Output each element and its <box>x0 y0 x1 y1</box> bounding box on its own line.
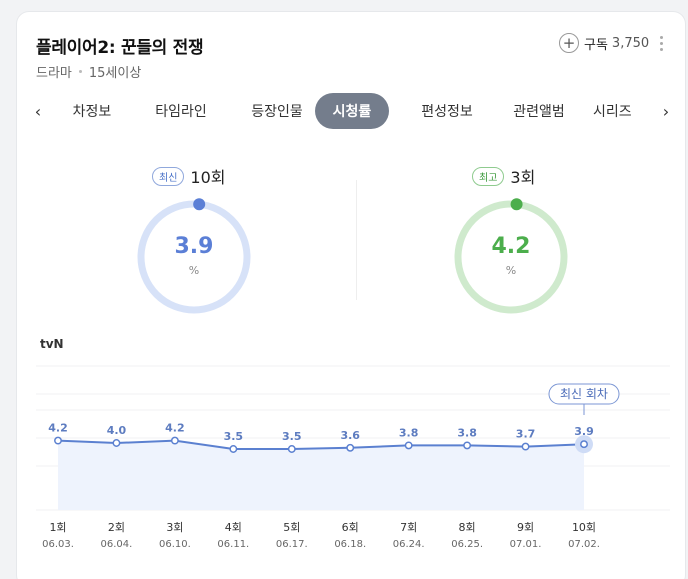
meta-separator-dot <box>78 70 82 73</box>
latest-episode: 10회 <box>190 168 226 187</box>
highest-rating-gauge: 4.2 % <box>452 198 570 316</box>
highest-episode: 3회 <box>510 168 536 187</box>
subscriber-count: 3,750 <box>611 35 650 51</box>
gauge-marker <box>510 198 523 211</box>
program-meta: 드라마 15세이상 <box>36 62 141 81</box>
highest-rating-unit: % <box>505 264 517 277</box>
more-options-icon[interactable] <box>660 36 664 51</box>
latest-badge: 최신 <box>152 166 185 186</box>
channel-name: tvN <box>40 337 64 351</box>
tab-series[interactable]: 시리즈 <box>593 104 632 120</box>
latest-rating-gauge: 3.9 % <box>135 198 253 316</box>
subscribe-label: 구독 <box>584 37 608 53</box>
tab-timeline[interactable]: 타임라인 <box>155 104 207 120</box>
age-rating-label: 15세이상 <box>88 66 142 81</box>
tab-ratings[interactable]: 시청률 <box>315 93 389 129</box>
highest-badge: 최고 <box>472 166 505 186</box>
latest-rating-unit: % <box>188 264 200 277</box>
gauge-marker <box>193 198 206 211</box>
page-title: 플레이어2: 꾼들의 전쟁 <box>36 38 204 58</box>
tab-0[interactable]: 차정보 <box>72 104 112 120</box>
tab-scroll-left-icon[interactable]: ‹ <box>34 101 42 121</box>
tab-albums[interactable]: 관련앨범 <box>513 104 565 120</box>
genre-label: 드라마 <box>36 66 72 81</box>
stats-divider <box>356 180 357 300</box>
tab-scroll-right-icon[interactable]: › <box>662 101 670 121</box>
subscribe-button[interactable]: + 구독 3,750 <box>559 33 649 53</box>
latest-rating-value: 3.9 <box>174 234 214 259</box>
latest-episode-info: 최신 10회 <box>152 164 226 188</box>
highest-episode-info: 최고 3회 <box>472 164 535 188</box>
tab-bar: ‹ 차정보 타임라인 등장인물 시청률 편성정보 관련앨범 시리즈 › <box>17 90 685 134</box>
tab-characters[interactable]: 등장인물 <box>251 104 303 120</box>
plus-icon: + <box>559 33 579 53</box>
highest-rating-value: 4.2 <box>491 234 531 259</box>
tab-schedule[interactable]: 편성정보 <box>421 104 473 120</box>
